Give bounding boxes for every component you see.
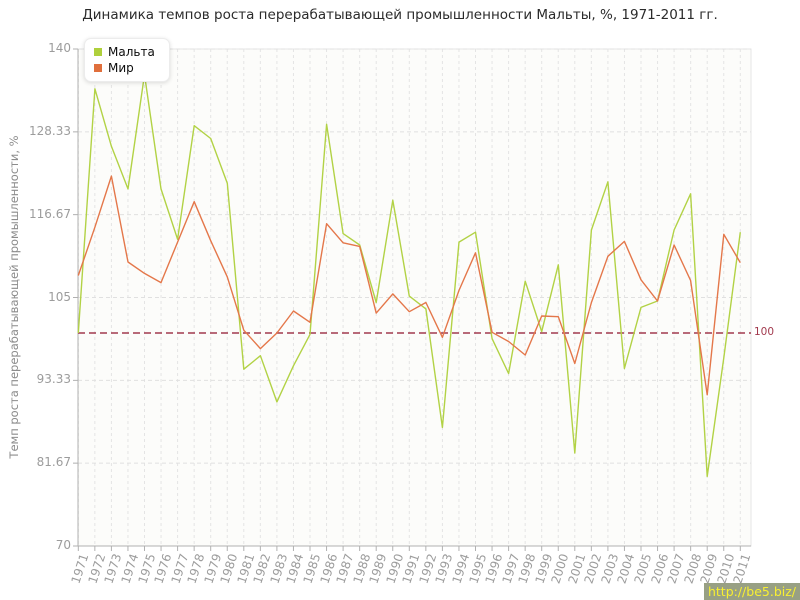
chart-title: Динамика темпов роста перерабатывающей п… (82, 7, 718, 23)
y-tick-label: 116.67 (29, 206, 71, 221)
malta-series-swatch-icon (94, 48, 102, 56)
reference-line-label: 100 (754, 326, 775, 338)
y-tick-label: 128.33 (29, 123, 71, 138)
legend-label-world: Мир (108, 61, 134, 75)
world-series-swatch-icon (94, 64, 102, 72)
plot-area (73, 48, 752, 551)
legend-item-malta[interactable]: Мальта (94, 44, 155, 60)
legend: Мальта Мир (84, 38, 170, 82)
y-tick-label: 140 (48, 41, 71, 55)
series-line-malta (77, 73, 741, 478)
y-tick-label: 105 (48, 289, 71, 304)
legend-item-world[interactable]: Мир (94, 60, 155, 76)
series-line-world (77, 175, 741, 396)
legend-label-malta: Мальта (108, 45, 155, 59)
y-tick-label: 81.67 (36, 455, 71, 470)
watermark-link[interactable]: http://be5.biz/ (703, 583, 800, 600)
y-tick-label: 93.33 (36, 372, 71, 387)
y-tick-label: 70 (55, 538, 71, 552)
plot-svg (73, 48, 752, 551)
